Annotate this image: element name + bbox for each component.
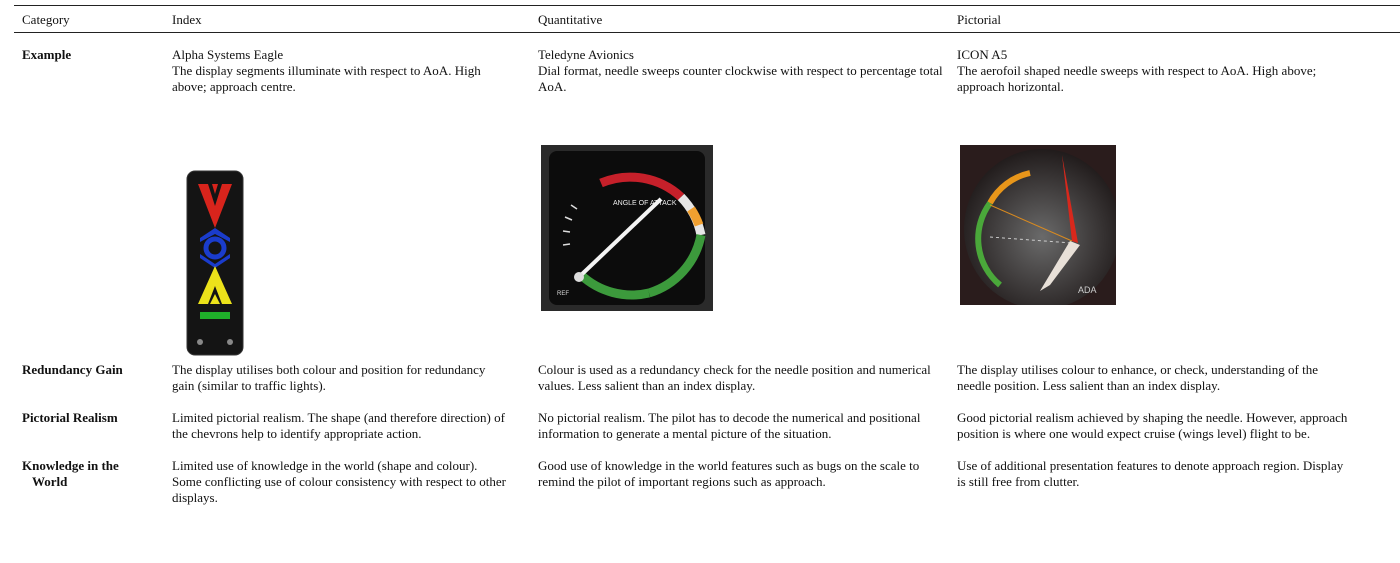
row-label: Pictorial Realism — [22, 410, 118, 425]
svg-text:ANGLE OF ATTACK: ANGLE OF ATTACK — [613, 200, 677, 207]
cell: Use of additional presentation features … — [957, 458, 1344, 489]
row-label: Redundancy Gain — [22, 362, 123, 377]
index-display-image — [186, 170, 244, 356]
cell: Teledyne Avionics Dial format, needle sw… — [538, 47, 943, 95]
top-rule — [14, 5, 1400, 6]
cell: The display utilises both colour and pos… — [172, 362, 486, 393]
header-cell: Quantitative — [538, 12, 603, 27]
cell: ICON A5 The aerofoil shaped needle sweep… — [957, 47, 1352, 95]
cell-title: ICON A5 — [957, 47, 1008, 62]
header-rule — [14, 32, 1400, 33]
svg-text:REF: REF — [557, 291, 569, 297]
header-cell: Category — [22, 12, 70, 27]
svg-text:ADA: ADA — [1078, 285, 1097, 295]
cell: Alpha Systems Eagle The display segments… — [172, 47, 507, 95]
quantitative-display-image: ANGLE OF ATTACK REF — [541, 145, 713, 311]
pictorial-display-image: ADA — [960, 145, 1116, 305]
cell-text: Dial format, needle sweeps counter clock… — [538, 63, 943, 94]
cell-text: The display segments illuminate with res… — [172, 63, 481, 94]
header-cell: Index — [172, 12, 202, 27]
cell: Limited pictorial realism. The shape (an… — [172, 410, 505, 441]
header-cell: Pictorial — [957, 12, 1002, 27]
row-label: Example — [22, 47, 72, 62]
cell: Limited use of knowledge in the world (s… — [172, 458, 506, 505]
cell-title: Alpha Systems Eagle — [172, 47, 284, 62]
cell-title: Teledyne Avionics — [538, 47, 634, 62]
cell: The display utilises colour to enhance, … — [957, 362, 1319, 393]
cell: Good pictorial realism achieved by shapi… — [957, 410, 1348, 441]
cell: Good use of knowledge in the world featu… — [538, 458, 920, 489]
cell: No pictorial realism. The pilot has to d… — [538, 410, 921, 441]
row-label: Knowledge in the World — [22, 458, 119, 489]
cell-text: The aerofoil shaped needle sweeps with r… — [957, 63, 1317, 94]
cell: Colour is used as a redundancy check for… — [538, 362, 931, 393]
